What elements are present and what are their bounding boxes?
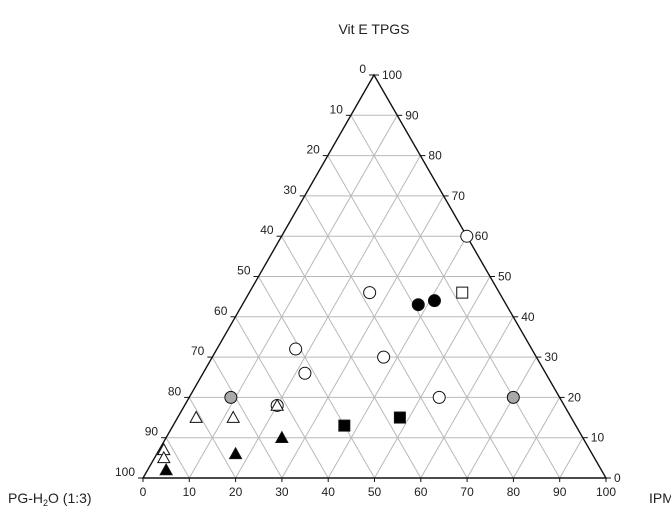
circle-marker: [363, 286, 377, 300]
square-marker: [393, 411, 406, 424]
right-tick-label: 50: [498, 270, 512, 284]
right-tick-label: 40: [521, 310, 535, 324]
bottom-tick-label: 90: [553, 485, 567, 499]
circle-marker: [298, 366, 312, 380]
bottom-tick-label: 10: [183, 485, 197, 499]
bottom-tick-label: 70: [460, 485, 474, 499]
circle-marker: [224, 390, 238, 404]
bottom-tick-label: 60: [414, 485, 428, 499]
right-tick-label: 90: [405, 108, 419, 122]
right-tick-label: 0: [614, 471, 621, 485]
left-tick-label: 40: [260, 223, 274, 237]
triangle-marker: [226, 410, 241, 423]
right-tick-label: 20: [568, 390, 582, 404]
grid-line-pg-30: [304, 195, 468, 479]
left-tick-label: 100: [115, 465, 135, 479]
grid-line-ipm-70: [466, 356, 537, 479]
circle-marker: [506, 390, 520, 404]
left-tick-label: 70: [191, 344, 205, 358]
triangle-marker: [159, 462, 173, 476]
grid-line-ipm-80: [512, 397, 561, 479]
grid-line-pg-10: [350, 115, 561, 479]
grid-line-pg-90: [165, 437, 190, 479]
triangle-marker: [189, 410, 204, 423]
left-tick-label: 50: [237, 264, 251, 278]
left-tick-label: 30: [283, 183, 297, 197]
circle-marker: [460, 229, 474, 243]
data-points: [156, 229, 520, 476]
grid-line-pg-60: [234, 316, 329, 479]
bottom-tick-label: 100: [596, 485, 616, 499]
left-tick-label: 20: [306, 143, 320, 157]
bottom-tick-label: 20: [229, 485, 243, 499]
left-tick-label: 10: [330, 102, 344, 116]
grid-line-ipm-60: [420, 316, 514, 479]
grid-line-pg-50: [258, 276, 375, 479]
tick-labels: 0 10 20 30 40 50 60 70 80 90 100010203040506070809…: [115, 62, 621, 499]
grid-line-ipm-90: [559, 437, 584, 479]
grid-line-ipm-30: [281, 195, 445, 479]
grid-line-pg-80: [188, 397, 237, 479]
square-marker: [338, 419, 351, 432]
grid-line-pg-70: [211, 356, 283, 479]
circle-marker: [411, 298, 425, 312]
circle-marker: [377, 350, 391, 364]
right-axis-label: IPM: [649, 490, 671, 506]
right-tick-label: 60: [475, 229, 489, 243]
right-tick-label: 80: [428, 149, 442, 163]
triangle-marker: [270, 398, 285, 411]
bottom-tick-label: 40: [322, 485, 336, 499]
grid-line-ipm-50: [374, 276, 491, 479]
triangle-marker: [228, 446, 243, 460]
circle-marker: [289, 342, 303, 356]
grid-line-ipm-10: [188, 115, 398, 479]
right-tick-label: 30: [544, 350, 558, 364]
left-tick-label: 60: [214, 304, 228, 318]
square-marker: [456, 286, 469, 299]
right-tick-label: 100: [382, 68, 402, 82]
triangle-marker: [156, 450, 171, 464]
right-tick-label: 10: [591, 431, 605, 445]
bottom-tick-label: 0: [140, 485, 147, 499]
circle-marker: [432, 390, 446, 404]
left-tick-label: 0: [359, 62, 366, 76]
grid-lines: [165, 114, 584, 479]
bottom-tick-label: 30: [275, 485, 289, 499]
bottom-tick-label: 50: [368, 485, 382, 499]
right-tick-label: 70: [452, 189, 466, 203]
left-tick-label: 80: [168, 384, 182, 398]
top-axis-label: Vit E TPGS: [338, 21, 409, 37]
bottom-tick-label: 80: [507, 485, 521, 499]
left-tick-label: 90: [145, 425, 159, 439]
triangle-marker: [275, 430, 289, 443]
left-axis-label: PG-H2O (1:3): [8, 490, 92, 508]
circle-marker: [427, 294, 441, 308]
